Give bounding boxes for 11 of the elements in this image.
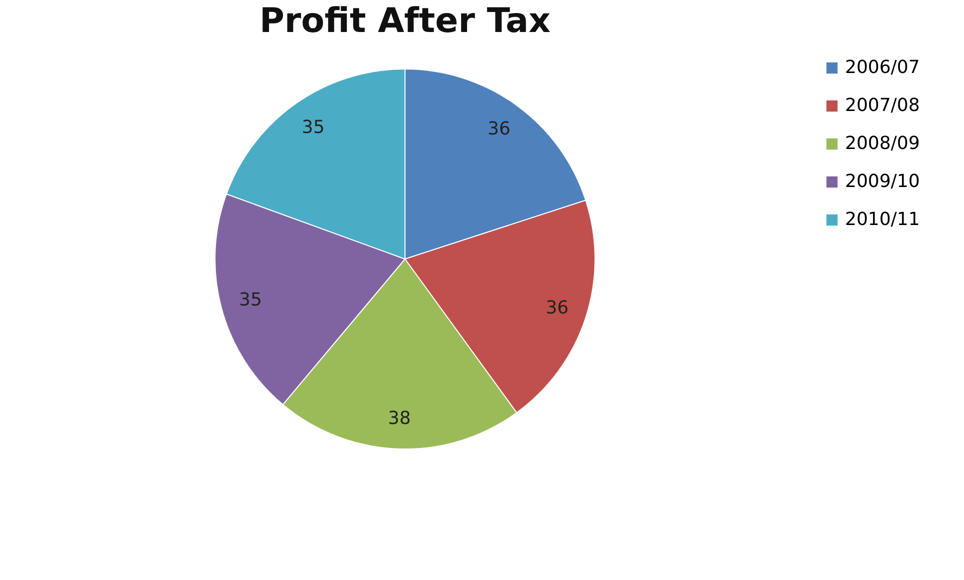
legend-label: 2008/09 xyxy=(845,133,920,154)
data-label: 36 xyxy=(546,297,569,318)
chart-title: Profit After Tax xyxy=(259,1,551,41)
legend-label: 2007/08 xyxy=(845,95,920,116)
data-label: 38 xyxy=(388,408,411,429)
legend-label: 2010/11 xyxy=(845,209,920,230)
legend-label: 2006/07 xyxy=(845,57,920,78)
data-label: 35 xyxy=(302,116,325,138)
data-label: 35 xyxy=(239,289,262,310)
legend-label: 2009/10 xyxy=(845,171,920,192)
data-label: 36 xyxy=(488,118,510,140)
